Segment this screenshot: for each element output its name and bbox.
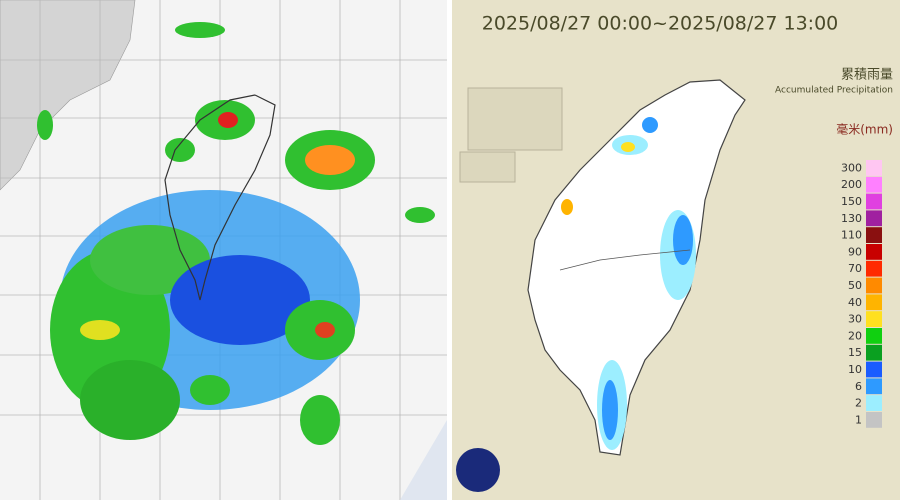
legend-label: 40 xyxy=(848,296,862,309)
legend-label: 110 xyxy=(841,229,862,242)
legend-unit: 毫米(mm) xyxy=(836,122,893,137)
legend-swatch xyxy=(866,160,882,176)
legend-swatch xyxy=(866,294,882,311)
legend-label: 50 xyxy=(848,279,862,292)
legend-label: 30 xyxy=(848,313,862,326)
legend-swatch xyxy=(866,260,882,277)
legend-swatch xyxy=(866,210,882,227)
map-title: 2025/08/27 00:00~2025/08/27 13:00 xyxy=(482,13,839,35)
legend-swatch xyxy=(866,277,882,294)
legend: 300 200 150 130 110 90 70 50 40 30 20 15 10 6 2 1 xyxy=(841,160,882,428)
legend-swatch xyxy=(866,395,882,411)
legend-label: 130 xyxy=(841,212,862,225)
legend-swatch xyxy=(866,227,882,243)
legend-swatch xyxy=(866,193,882,210)
legend-swatch xyxy=(866,361,882,378)
legend-swatch xyxy=(866,311,882,327)
legend-label: 150 xyxy=(841,195,862,208)
legend-label: 2 xyxy=(855,397,862,410)
legend-label: 300 xyxy=(841,161,862,174)
legend-swatch xyxy=(866,344,882,361)
legend-label: 70 xyxy=(848,262,862,275)
legend-swatch xyxy=(866,328,882,344)
legend-swatch xyxy=(866,176,882,193)
legend-label: 15 xyxy=(848,346,862,359)
legend-swatch xyxy=(866,244,882,260)
legend-label: 20 xyxy=(848,329,862,342)
legend-label: 10 xyxy=(848,363,862,376)
legend-label: 6 xyxy=(855,380,862,393)
legend-label: 1 xyxy=(855,413,862,426)
legend-subtitle: Accumulated Precipitation xyxy=(775,86,893,96)
legend-swatch xyxy=(866,378,882,395)
precipitation-panel: 2025/08/27 00:00~2025/08/27 13:00 累積雨量 A… xyxy=(452,0,900,500)
legend-title: 累積雨量 xyxy=(841,68,893,83)
legend-label: 90 xyxy=(848,245,862,258)
legend-swatch xyxy=(866,412,882,428)
radar-panel xyxy=(0,0,447,500)
legend-label: 200 xyxy=(841,178,862,191)
